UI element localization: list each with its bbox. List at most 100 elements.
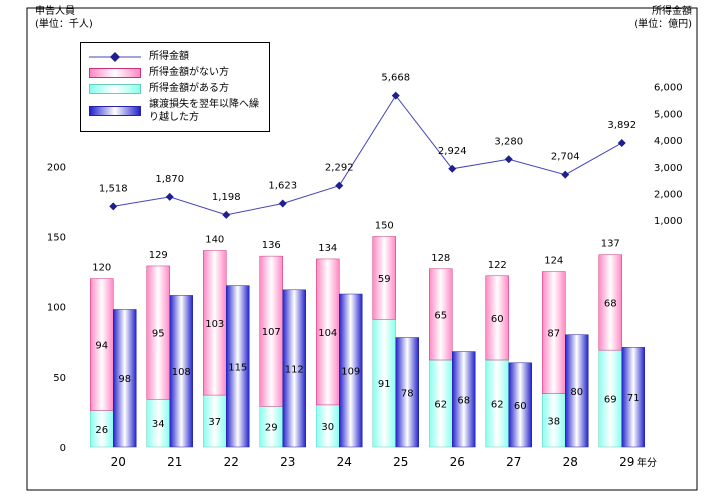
- bar: [452, 351, 476, 448]
- data-label: 109: [341, 367, 360, 378]
- data-label: 65: [434, 310, 447, 321]
- bar: [226, 285, 250, 448]
- total-label: 136: [262, 240, 281, 251]
- legend-label: 所得金額がない方: [149, 67, 229, 78]
- marker: [561, 170, 570, 179]
- y-tick-label: 0: [60, 443, 66, 454]
- x-tick-label: 20: [111, 455, 126, 469]
- x-tick-label: 26: [450, 455, 465, 469]
- data-label: 26: [95, 425, 108, 436]
- data-label: 104: [318, 328, 337, 339]
- data-label: 60: [514, 401, 527, 412]
- x-tick-label: 23: [280, 455, 295, 469]
- y-tick-label: 100: [47, 303, 66, 314]
- y2-tick-label: 5,000: [654, 109, 683, 120]
- total-label: 140: [205, 235, 224, 246]
- legend-item: 所得金額がある方: [81, 82, 269, 95]
- marker: [504, 155, 513, 164]
- bar: [395, 337, 419, 448]
- data-label: 1,198: [212, 192, 241, 203]
- data-label: 62: [491, 399, 504, 410]
- bar-segment: [542, 271, 566, 394]
- data-label: 5,668: [381, 73, 410, 84]
- marker: [278, 199, 287, 208]
- x-tick-label: 21: [167, 455, 182, 469]
- data-label: 1,518: [99, 183, 128, 194]
- data-label: 60: [491, 314, 504, 325]
- data-label: 59: [378, 274, 391, 285]
- data-label: 38: [547, 416, 560, 427]
- legend-item: 所得金額がない方: [81, 66, 269, 79]
- total-label: 128: [431, 253, 450, 264]
- x-tick-label: 27: [506, 455, 521, 469]
- total-label: 124: [544, 256, 563, 267]
- bar: [621, 347, 645, 448]
- marker: [109, 202, 118, 211]
- y2-tick-label: 6,000: [654, 83, 683, 94]
- frame: [26, 7, 698, 491]
- x-tick-label: 29: [619, 455, 634, 469]
- bar-segment: [372, 236, 396, 320]
- data-label: 1,870: [155, 174, 184, 185]
- data-label: 103: [205, 319, 224, 330]
- y2-tick-label: 3,000: [654, 163, 683, 174]
- legend-label: 所得金額がある方: [149, 83, 229, 94]
- data-label: 87: [547, 329, 560, 340]
- total-label: 134: [318, 243, 337, 254]
- y-tick-label: 150: [47, 232, 66, 243]
- line: [113, 94, 622, 216]
- marker: [165, 192, 174, 201]
- bar: [169, 295, 193, 448]
- y2-tick-label: 2,000: [654, 189, 683, 200]
- data-label: 112: [285, 364, 304, 375]
- y-tick-label: 200: [47, 162, 66, 173]
- x-tick-label: 24: [337, 455, 352, 469]
- bar: [565, 334, 589, 448]
- data-label: 71: [627, 393, 640, 404]
- data-label: 29: [265, 423, 278, 434]
- marker: [391, 91, 400, 100]
- data-label: 80: [570, 387, 583, 398]
- bar-segment: [429, 268, 453, 361]
- data-label: 68: [457, 395, 470, 406]
- bar: [508, 362, 532, 448]
- data-label: 34: [152, 419, 165, 430]
- y2-axis-title: (単位：億円): [634, 17, 692, 30]
- x-tick-label: 28: [563, 455, 578, 469]
- legend-label: 所得金額: [149, 51, 189, 62]
- x-tick-label: 22: [224, 455, 239, 469]
- marker: [335, 181, 344, 190]
- total-label: 120: [92, 263, 111, 274]
- data-label: 3,892: [607, 120, 636, 131]
- total-label: 129: [149, 250, 168, 261]
- data-label: 91: [378, 379, 391, 390]
- marker: [448, 164, 457, 173]
- legend-item: 所得金額: [81, 50, 269, 63]
- y2-axis-title: 所得金額: [652, 4, 692, 17]
- legend-swatch: [89, 67, 141, 78]
- data-label: 62: [434, 399, 447, 410]
- legend-swatch: [89, 51, 141, 62]
- total-label: 150: [375, 220, 394, 231]
- bar: [339, 293, 363, 448]
- data-label: 78: [401, 388, 414, 399]
- data-label: 1,623: [268, 181, 297, 192]
- data-label: 115: [228, 362, 247, 373]
- data-label: 95: [152, 329, 165, 340]
- marker: [617, 138, 626, 147]
- data-label: 2,292: [325, 163, 354, 174]
- x-tick-label: 25: [393, 455, 408, 469]
- legend-swatch: [89, 106, 141, 116]
- y2-tick-label: 1,000: [654, 216, 683, 227]
- data-label: 2,924: [438, 146, 467, 157]
- bar-segment: [485, 275, 509, 361]
- bar: [113, 309, 137, 448]
- data-label: 108: [172, 367, 191, 378]
- data-label: 37: [208, 417, 221, 428]
- legend: 所得金額 所得金額がない方 所得金額がある方 譲渡損失を翌年以降へ繰り越した方: [80, 42, 270, 132]
- data-label: 94: [95, 341, 108, 352]
- data-label: 69: [604, 395, 617, 406]
- data-label: 30: [321, 422, 334, 433]
